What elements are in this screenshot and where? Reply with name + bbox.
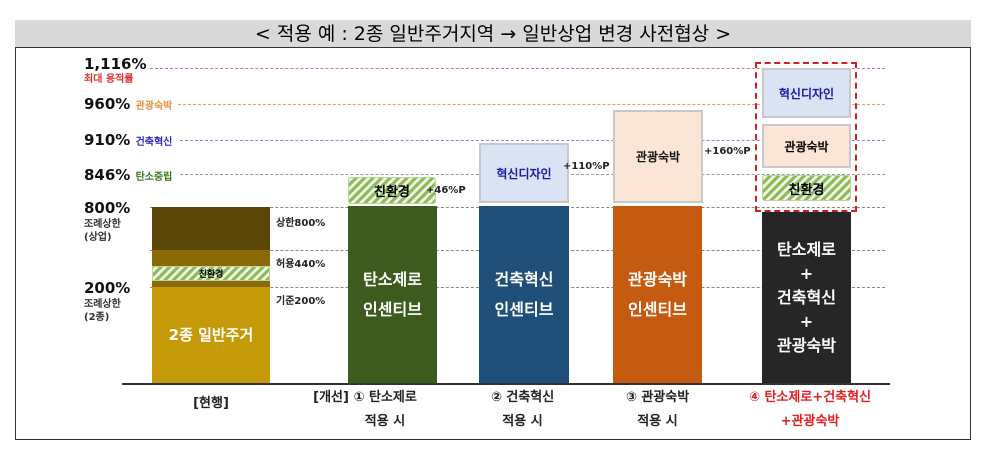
level-1116: 1,116% bbox=[84, 55, 147, 73]
level-960: 960% 관광숙박 bbox=[84, 95, 173, 113]
baseline-axis bbox=[122, 383, 890, 385]
bar-combined-bonus-design: 혁신디자인 bbox=[762, 68, 851, 118]
bar-tourism-bonus: 관광숙박 bbox=[613, 110, 703, 203]
bar-carbon-bonus: 친환경 bbox=[348, 177, 436, 204]
level-1116-note: 최대 용적률 bbox=[84, 74, 134, 85]
caption-architecture: ② 건축혁신 적용 시 bbox=[490, 390, 555, 429]
bar-combined-bonus-eco: 친환경 bbox=[762, 175, 851, 201]
level-800: 800% bbox=[84, 199, 131, 217]
bar-architecture-bonus-pct: +110%P bbox=[563, 161, 610, 172]
level-200-note: 조례상한 (2종) bbox=[84, 299, 121, 323]
bar-combined-bonus-tourism: 관광숙박 bbox=[762, 124, 851, 168]
bar-carbon-bonus-pct: +46%P bbox=[426, 185, 466, 196]
caption-tourism: ③ 관광숙박 적용 시 bbox=[625, 390, 690, 429]
bar-combined-body: 탄소제로 + 건축혁신 + 관광숙박 bbox=[762, 212, 851, 383]
bar-architecture-body: 건축혁신 인센티브 bbox=[479, 206, 569, 383]
combined-bonus-highlight bbox=[755, 62, 857, 212]
bar-carbon-body: 탄소제로 인센티브 bbox=[348, 206, 437, 383]
bar-architecture-bonus: 혁신디자인 bbox=[479, 143, 569, 203]
annotation-440: 허용440% bbox=[276, 259, 326, 270]
caption-carbon: [개선] ① 탄소제로 적용 시 bbox=[313, 390, 417, 429]
bar-current-base: 2종 일반주거 bbox=[152, 287, 270, 383]
figure-title: < 적용 예 : 2종 일반주거지역 → 일반상업 변경 사전협상 > bbox=[15, 20, 971, 48]
caption-current: [현행] bbox=[193, 396, 229, 411]
bar-tourism-bonus-pct: +160%P bbox=[704, 146, 751, 157]
level-line-910 bbox=[180, 140, 885, 141]
annotation-800: 상한800% bbox=[276, 218, 326, 229]
level-800-note: 조례상한 (상업) bbox=[84, 219, 121, 243]
level-846: 846% 탄소중립 bbox=[84, 166, 173, 184]
annotation-200: 기준200% bbox=[276, 296, 326, 307]
caption-combined: ④ 탄소제로+건축혁신 +관광숙박 bbox=[748, 390, 872, 429]
bar-tourism-body: 관광숙박 인센티브 bbox=[613, 206, 702, 383]
level-200: 200% bbox=[84, 279, 131, 297]
level-line-1116 bbox=[150, 68, 885, 69]
level-910: 910% 건축혁신 bbox=[84, 131, 173, 149]
bar-current-upper bbox=[152, 207, 270, 250]
bar-current-eco-band: 친환경 bbox=[152, 266, 270, 281]
level-line-960 bbox=[178, 104, 885, 105]
